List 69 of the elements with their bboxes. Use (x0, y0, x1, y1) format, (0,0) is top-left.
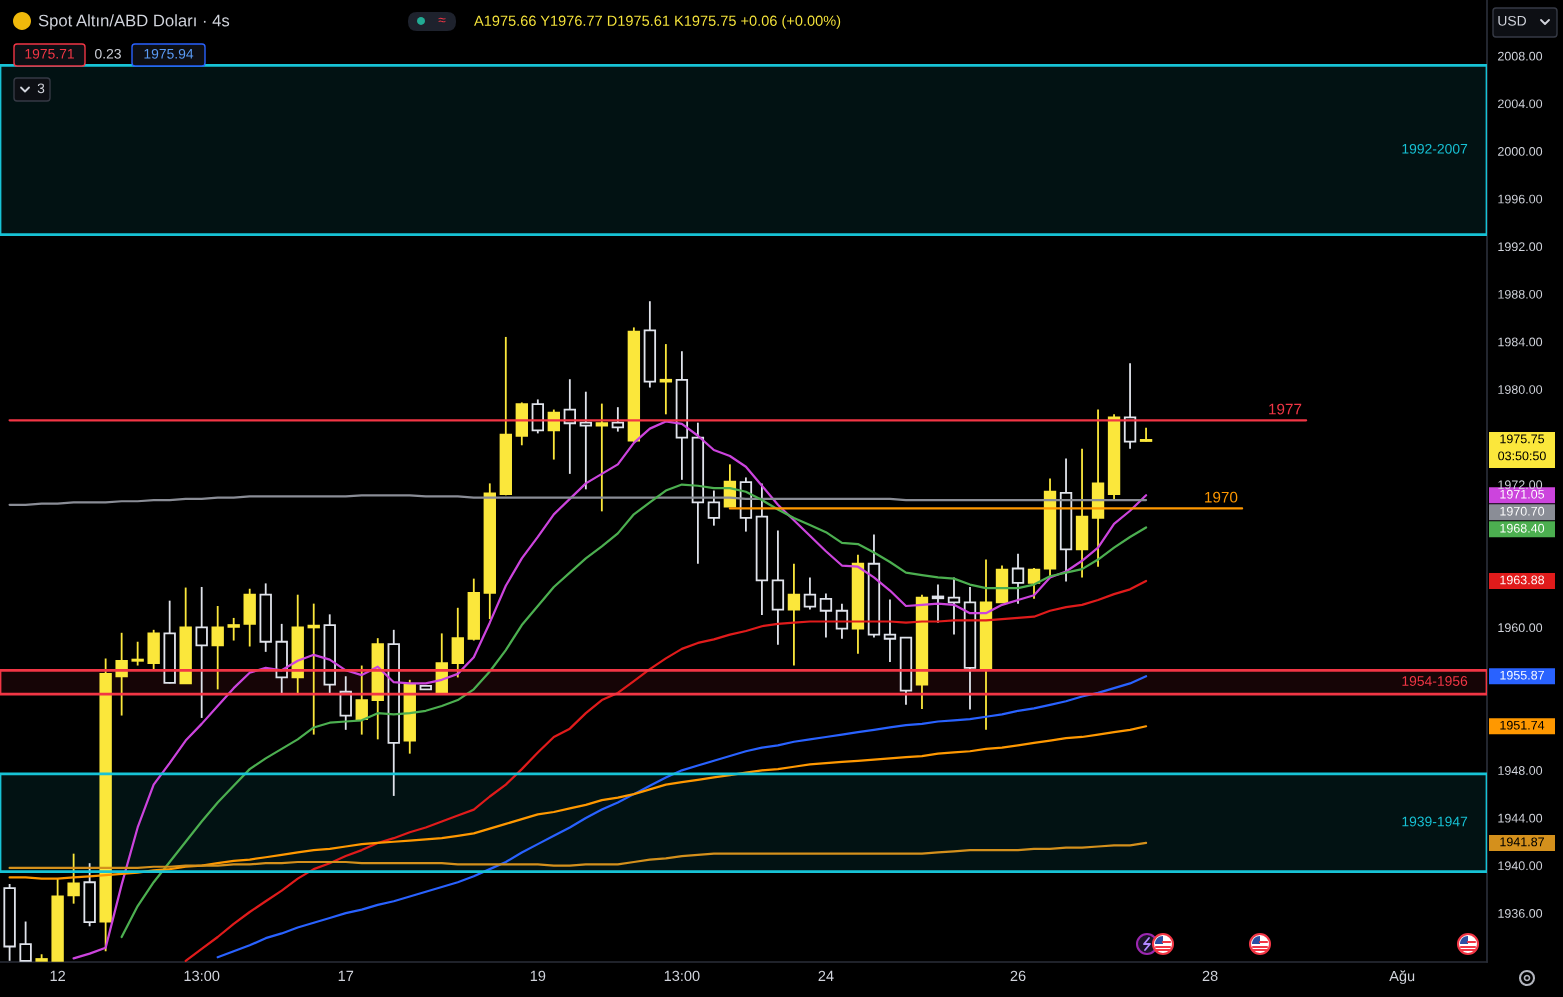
candlestick (131, 640, 144, 667)
y-tick-label: 1948.00 (1498, 766, 1543, 775)
line-series (8, 494, 1148, 506)
x-tick-label: 28 (1202, 970, 1218, 982)
y-tick-label: 1940.00 (1498, 861, 1543, 871)
text: A1975.66 Y1976.77 D1975.61 K1975.75 +0.06 (+0.00%) (474, 15, 841, 29)
candlestick (819, 592, 833, 639)
candlestick (355, 664, 368, 736)
candlestick (579, 390, 593, 491)
candlestick (1027, 567, 1041, 600)
candlestick (707, 489, 721, 527)
annotation: 1975.71 (25, 48, 74, 59)
candlestick (947, 576, 961, 636)
text: 1971.05 (1500, 489, 1545, 499)
y-tick-label: 2008.00 (1498, 51, 1543, 61)
x-tick-label: 24 (818, 970, 834, 981)
line-series (184, 579, 1148, 962)
band-label: 1992-2007 (1402, 143, 1468, 154)
candlestick (595, 402, 609, 513)
annotation: ≈ (438, 17, 446, 23)
x-tick-label: 26 (1010, 970, 1026, 982)
y-tick-label: 1936.00 (1498, 908, 1543, 918)
y-tick-label: 2000.00 (1498, 147, 1543, 156)
annotation: 3 (37, 83, 45, 94)
text: 1968.40 (1500, 523, 1545, 533)
y-tick-label: 1992.00 (1498, 242, 1543, 252)
candlestick (211, 605, 224, 691)
y-tick-label: 1980.00 (1498, 385, 1543, 394)
candlestick (787, 562, 801, 667)
text: Spot Altın/ABD Doları · 4s (38, 14, 230, 30)
x-tick-label: 17 (338, 970, 354, 981)
candlestick (19, 920, 32, 962)
text: 1970.70 (1500, 506, 1545, 516)
series-label: 1970 (1205, 491, 1238, 503)
annotation: 1975.94 (144, 48, 194, 59)
text: 1955.87 (1500, 670, 1544, 680)
candlestick (227, 617, 240, 642)
x-tick-label: Ağu (1389, 970, 1415, 985)
candlestick (883, 598, 897, 663)
text: 03:50:50 (1498, 451, 1546, 461)
text: 1941.87 (1500, 837, 1544, 847)
y-tick-label: 1996.00 (1498, 194, 1543, 204)
y-tick-label: 1944.00 (1498, 813, 1543, 823)
y-tick-label: 1984.00 (1498, 337, 1543, 347)
band-label: 1954-1956 (1402, 676, 1468, 686)
line-series (8, 725, 1148, 880)
text: 1975.75 (1500, 434, 1545, 444)
candlestick (195, 586, 208, 719)
annotation: 0.23 (95, 48, 121, 59)
x-tick-label: 19 (530, 970, 546, 982)
candlestick (67, 852, 80, 905)
x-tick-label: 13:00 (664, 970, 700, 982)
candlestick (1011, 552, 1025, 605)
line-series (72, 420, 1148, 960)
band-label: 1939-1947 (1402, 816, 1468, 827)
y-tick-label: 1960.00 (1498, 623, 1543, 633)
text: USD (1498, 15, 1526, 26)
line-series (8, 841, 1148, 870)
candlestick (803, 576, 817, 611)
x-tick-label: 12 (50, 970, 65, 981)
y-tick-label: 2004.00 (1498, 99, 1543, 109)
series-label: 1977 (1269, 403, 1302, 415)
x-tick-label: 13:00 (184, 970, 220, 982)
text: 1963.88 (1500, 575, 1545, 585)
text: 1951.74 (1500, 720, 1545, 730)
y-tick-label: 1988.00 (1498, 289, 1543, 299)
line-series (120, 483, 1148, 939)
candlestick (611, 406, 625, 433)
line-series (216, 675, 1148, 959)
